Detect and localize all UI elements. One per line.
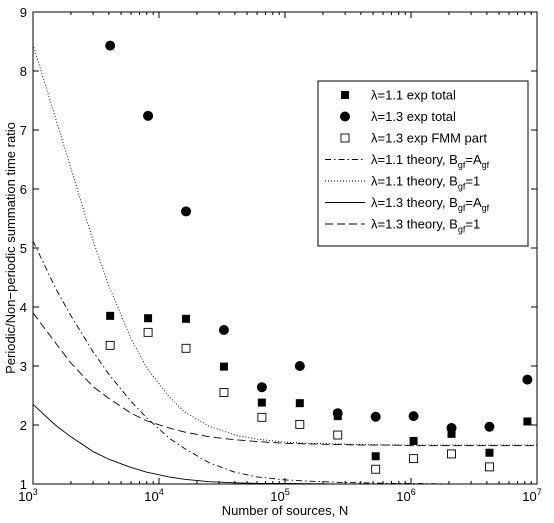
y-tick-label: 4 (20, 300, 27, 315)
data-point (106, 311, 115, 320)
legend-marker (341, 91, 349, 99)
x-tick-label: 103 (18, 487, 37, 504)
series-line-7 (32, 312, 537, 447)
data-point (371, 452, 380, 461)
data-point (143, 110, 154, 121)
legend-label: λ=1.3 exp FMM part (371, 131, 487, 146)
y-tick-label: 8 (20, 64, 27, 79)
data-point (294, 361, 305, 371)
legend-box (317, 80, 529, 247)
legend-label: λ=1.1 exp total (371, 88, 456, 103)
legend-label: λ=1.1 theory, Bgf=Agf (371, 152, 490, 170)
data-point (371, 464, 381, 474)
data-point (256, 382, 267, 393)
legend-marker (340, 133, 350, 143)
legend-marker (340, 111, 350, 122)
y-tick-label: 9 (20, 5, 27, 20)
data-point (523, 417, 532, 426)
series-line-4 (32, 240, 537, 485)
x-tick-label: 107 (522, 487, 541, 504)
data-point (370, 411, 381, 422)
data-point (409, 454, 419, 464)
y-tick-label: 5 (20, 241, 27, 256)
x-axis-label: Number of sources, N (222, 503, 348, 518)
data-point (295, 419, 305, 429)
y-tick-label: 6 (20, 182, 27, 197)
data-point (219, 388, 229, 397)
data-point (295, 399, 304, 408)
data-point (484, 421, 495, 432)
data-point (257, 398, 266, 407)
data-point (219, 362, 228, 371)
data-point (182, 314, 191, 323)
data-point (105, 340, 115, 350)
y-tick-label: 2 (20, 418, 27, 433)
data-point (257, 412, 267, 422)
legend-label: λ=1.3 theory, Bgf=1 (371, 217, 480, 235)
x-tick-label: 106 (396, 487, 415, 504)
data-point (332, 408, 343, 419)
data-point (218, 325, 229, 336)
y-axis: 1 2 3 4 5 6 7 8 9 (20, 5, 537, 492)
data-point (181, 206, 192, 217)
legend: λ=1.1 exp total λ=1.3 exp total λ=1.3 exp … (317, 80, 529, 247)
y-tick-label: 1 (20, 477, 27, 492)
data-point (447, 429, 456, 438)
data-point (446, 422, 457, 433)
x-tick-label: 105 (270, 487, 289, 504)
data-point (181, 343, 191, 353)
data-point (409, 436, 418, 445)
data-point (333, 430, 343, 440)
legend-label: λ=1.3 theory, Bgf=Agf (371, 195, 490, 213)
series-line-5 (32, 44, 537, 446)
data-point (143, 327, 153, 337)
legend-label: λ=1.1 theory, Bgf=1 (371, 174, 480, 192)
data-point (408, 411, 419, 422)
series-layer (32, 40, 537, 485)
data-point (485, 462, 494, 472)
data-point (447, 449, 456, 459)
y-axis-label: Periodic/Non−periodic summation time rat… (3, 122, 18, 374)
series-line-6 (32, 404, 537, 485)
data-point (522, 374, 533, 385)
data-point (485, 448, 494, 457)
data-point (105, 40, 116, 51)
data-point (144, 314, 153, 323)
x-tick-label: 104 (144, 487, 163, 504)
y-tick-label: 3 (20, 359, 27, 374)
x-axis: 103 104 105 106 107 (18, 12, 542, 504)
y-tick-label: 7 (20, 123, 27, 138)
legend-label: λ=1.3 exp total (371, 109, 456, 124)
